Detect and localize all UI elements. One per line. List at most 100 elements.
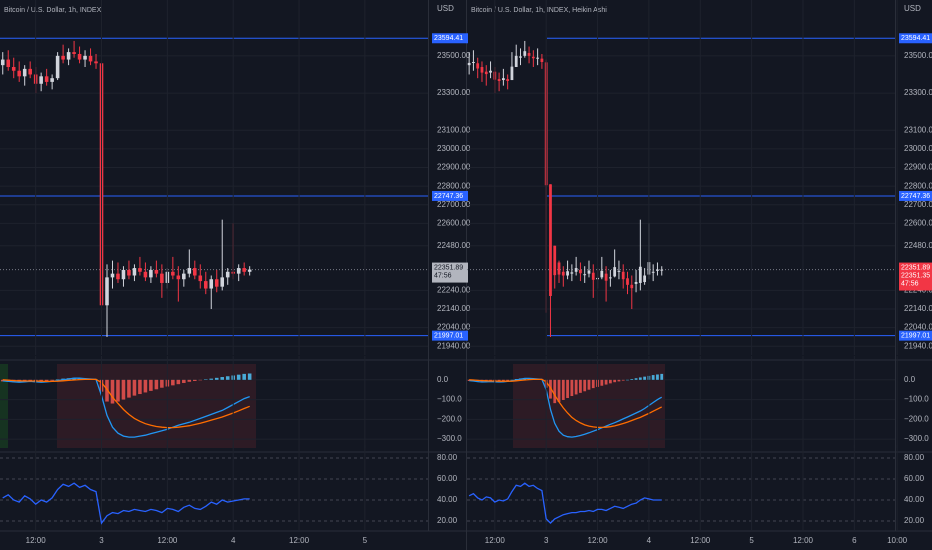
chart-title: Bitcoin / U.S. Dollar, 1h, INDEX [4,7,102,14]
candle-body [127,269,131,276]
candle-body [656,269,659,271]
y-tick-label: 23000.00 [437,144,471,153]
level-label-box [899,190,932,201]
histogram-bar [617,379,621,382]
x-tick-label: 10:00 [887,536,908,545]
x-tick-label: 12:00 [588,536,609,545]
histogram-bar [621,379,625,381]
x-tick-label: 4 [231,536,236,545]
histogram-bar [225,376,230,380]
candle-body [132,268,137,276]
histogram-bar [574,379,578,395]
last-price-label: 22351.89 [434,264,463,271]
candle-body [88,55,93,62]
candle-body [489,70,492,73]
candle-body [66,52,71,60]
x-tick-label: 5 [363,536,368,545]
candle-body [17,70,21,77]
histogram-bar [247,373,252,380]
candle-body [28,68,32,75]
y-tick-label: 23100.00 [437,125,471,134]
candle-body [591,272,595,280]
level-label-box [432,190,468,201]
candle-body [660,269,664,271]
x-tick-label: 5 [749,536,754,545]
level-label-box [432,330,468,341]
y-tick-label: 20.00 [437,516,458,525]
histogram-bar [591,379,595,389]
histogram-bar [138,379,142,395]
candle-body [651,271,655,273]
candle-body [220,277,225,287]
x-tick-label: 6 [852,536,857,545]
series-line [468,482,662,525]
level-label-box [899,330,932,341]
candle-body [0,59,5,66]
histogram-bar [506,379,510,381]
candle-body [154,269,159,274]
histogram-bar [209,378,214,380]
histogram-bar [55,379,60,380]
currency-label: USD [437,4,454,13]
y-tick-label: −200.0 [904,414,929,423]
y-tick-label: 60.00 [904,474,925,483]
y-tick-label: 22240.00 [437,286,471,295]
candle-body [209,279,214,289]
histogram-bar [557,379,561,402]
candle-body [480,67,484,73]
histogram-bar [116,379,120,402]
candle-body [570,272,574,274]
countdown-label: 47:56 [901,280,919,287]
y-tick-label: 0.0 [437,375,449,384]
y-tick-label: −300.0 [437,434,462,443]
series-line [469,377,663,438]
candle-body [643,275,647,283]
candle-body [236,268,241,274]
histogram-bar [643,376,647,380]
x-tick-label: 4 [647,536,652,545]
histogram-bar [182,379,186,383]
candle-body [467,62,471,66]
candle-body [203,281,208,289]
candle-body [44,76,49,82]
level-label: 22747.36 [434,193,463,200]
series-line [2,378,250,429]
histogram-bar [176,379,181,385]
candle-body [613,267,617,277]
candle-body [121,269,126,280]
candle-body [61,55,65,60]
candle-body [617,270,621,272]
candle-body [527,53,531,56]
last-price-box [899,262,932,291]
histogram-bar [587,379,591,390]
x-tick-label: 12:00 [289,536,310,545]
candle-body [6,59,11,68]
x-tick-label: 3 [99,536,104,545]
histogram-bar [160,379,164,388]
candle-body [149,269,153,278]
y-tick-label: 22040.00 [437,323,471,332]
histogram-bar [193,379,197,381]
y-tick-label: 22600.00 [904,218,932,227]
candle-body [621,271,625,280]
y-tick-label: −300.0 [904,434,929,443]
candle-body [638,266,642,283]
histogram-bar [604,379,608,385]
candle-body [531,56,535,59]
y-tick-label: −200.0 [437,414,462,423]
y-tick-label: 40.00 [904,495,925,504]
candle-body [608,277,612,279]
candle-body [634,282,638,284]
y-tick-label: 22140.00 [437,304,471,313]
candle-body [143,271,148,278]
histogram-bar [634,378,638,380]
candle-body [626,278,629,285]
ha-close-label: 22351.35 [901,272,930,279]
histogram-bar [44,379,49,381]
candle-body [600,270,604,278]
candle-body [160,273,164,283]
histogram-bar [132,379,137,396]
histogram-bar [50,379,54,381]
series-line [2,377,250,438]
